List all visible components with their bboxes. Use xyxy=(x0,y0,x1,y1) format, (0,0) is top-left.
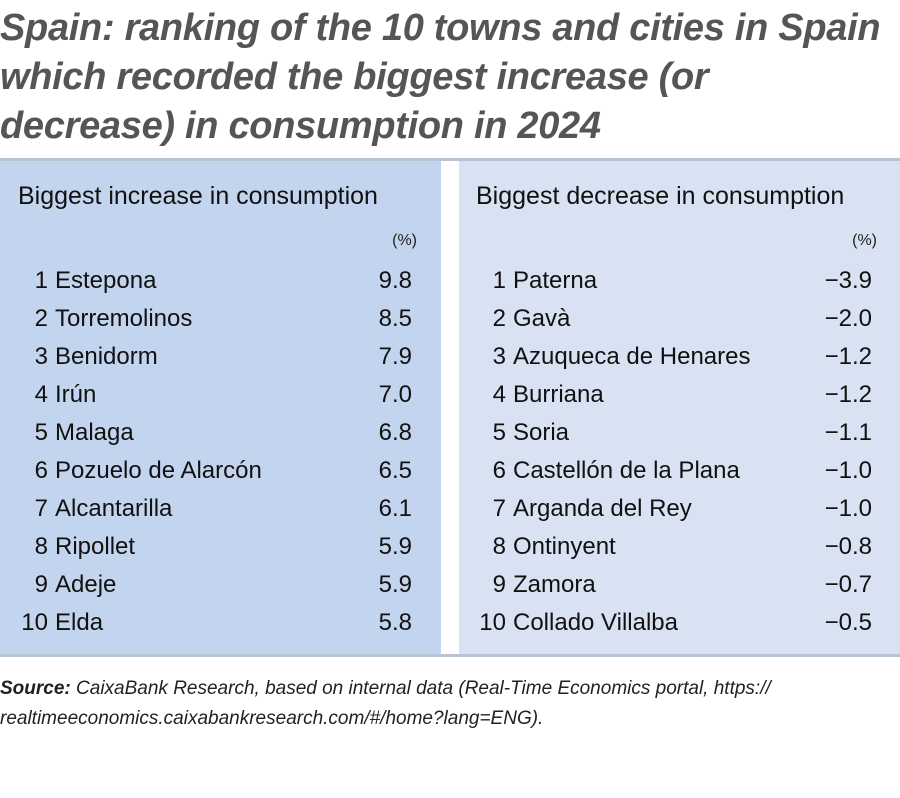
rank-number: 1 xyxy=(492,267,506,294)
change-value: −0.7 xyxy=(824,571,872,598)
town-name: Malaga xyxy=(55,419,134,446)
rank-number: 10 xyxy=(21,609,48,636)
increase-row: 2 Torremolinos 8.5 xyxy=(0,300,441,338)
increase-unit-label: (%) xyxy=(392,232,417,249)
decrease-unit-label: (%) xyxy=(852,232,877,249)
rank-number: 3 xyxy=(492,343,506,370)
change-value: 7.0 xyxy=(378,381,412,408)
increase-list: 1 Estepona 9.8 2 Torremolinos 8.5 3 Benidorm 7.9… xyxy=(0,262,441,642)
increase-heading: Biggest increase in consumption xyxy=(18,182,378,210)
decrease-row: 9 Zamora −0.7 xyxy=(459,566,900,604)
change-value: −1.2 xyxy=(824,381,872,408)
change-value: 6.5 xyxy=(378,457,412,484)
rank-number: 7 xyxy=(34,495,48,522)
rank-number: 6 xyxy=(34,457,48,484)
increase-row: 6 Pozuelo de Alarcón 6.5 xyxy=(0,452,441,490)
town-name: Paterna xyxy=(513,267,598,294)
source-text: CaixaBank Research, based on internal da… xyxy=(0,678,771,729)
rank-number: 2 xyxy=(492,305,506,332)
town-name: Soria xyxy=(513,419,570,446)
increase-panel: Biggest increase in consumption (%) 1 Est… xyxy=(0,161,441,654)
decrease-list: 1 Paterna −3.9 2 Gavà −2.0 3 Azuqueca de Henare… xyxy=(459,262,900,642)
change-value: −0.8 xyxy=(824,533,872,560)
town-name: Zamora xyxy=(513,571,596,598)
decrease-row: 1 Paterna −3.9 xyxy=(459,262,900,300)
decrease-row: 7 Arganda del Rey −1.0 xyxy=(459,490,900,528)
change-value: −2.0 xyxy=(824,305,872,332)
rank-number: 3 xyxy=(34,343,48,370)
change-value: 6.1 xyxy=(378,495,412,522)
town-name: Castellón de la Plana xyxy=(513,457,740,484)
town-name: Adeje xyxy=(55,571,117,598)
rank-number: 9 xyxy=(34,571,48,598)
town-name: Pozuelo de Alarcón xyxy=(55,457,262,484)
change-value: 5.8 xyxy=(378,609,412,636)
rank-number: 10 xyxy=(479,609,506,636)
rank-number: 4 xyxy=(492,381,506,408)
town-name: Gavà xyxy=(513,305,571,332)
increase-row: 8 Ripollet 5.9 xyxy=(0,528,441,566)
town-name: Collado Villalba xyxy=(513,609,678,636)
decrease-heading: Biggest decrease in consumption xyxy=(476,182,845,210)
source-label: Source: xyxy=(0,678,71,699)
decrease-row: 8 Ontinyent −0.8 xyxy=(459,528,900,566)
town-name: Torremolinos xyxy=(55,305,193,332)
town-name: Benidorm xyxy=(55,343,158,370)
change-value: 7.9 xyxy=(378,343,412,370)
rank-number: 8 xyxy=(34,533,48,560)
town-name: Burriana xyxy=(513,381,604,408)
decrease-row: 6 Castellón de la Plana −1.0 xyxy=(459,452,900,490)
town-name: Irún xyxy=(55,381,97,408)
change-value: −1.0 xyxy=(824,495,872,522)
rank-number: 5 xyxy=(34,419,48,446)
change-value: −1.1 xyxy=(824,419,872,446)
decrease-panel: Biggest decrease in consumption (%) 1 Pat… xyxy=(459,161,900,654)
increase-row: 5 Malaga 6.8 xyxy=(0,414,441,452)
town-name: Ripollet xyxy=(55,533,136,560)
increase-row: 1 Estepona 9.8 xyxy=(0,262,441,300)
increase-row: 9 Adeje 5.9 xyxy=(0,566,441,604)
town-name: Alcantarilla xyxy=(55,495,173,522)
change-value: 6.8 xyxy=(378,419,412,446)
town-name: Elda xyxy=(55,609,104,636)
town-name: Azuqueca de Henares xyxy=(513,343,751,370)
change-value: 5.9 xyxy=(378,533,412,560)
decrease-row: 5 Soria −1.1 xyxy=(459,414,900,452)
decrease-row: 10 Collado Villalba −0.5 xyxy=(459,604,900,642)
increase-row: 3 Benidorm 7.9 xyxy=(0,338,441,376)
bottom-divider xyxy=(0,654,900,657)
rank-number: 6 xyxy=(492,457,506,484)
change-value: 8.5 xyxy=(378,305,412,332)
decrease-row: 4 Burriana −1.2 xyxy=(459,376,900,414)
change-value: −0.5 xyxy=(824,609,872,636)
increase-row: 4 Irún 7.0 xyxy=(0,376,441,414)
town-name: Ontinyent xyxy=(513,533,616,560)
decrease-row: 2 Gavà −2.0 xyxy=(459,300,900,338)
town-name: Arganda del Rey xyxy=(513,495,692,522)
rank-number: 2 xyxy=(34,305,48,332)
chart-title: Spain: ranking of the 10 towns and citie… xyxy=(0,7,881,147)
rank-number: 1 xyxy=(34,267,48,294)
rank-number: 8 xyxy=(492,533,506,560)
town-name: Estepona xyxy=(55,267,157,294)
change-value: 5.9 xyxy=(378,571,412,598)
change-value: −1.0 xyxy=(824,457,872,484)
top-divider xyxy=(0,158,900,161)
change-value: 9.8 xyxy=(378,267,412,294)
decrease-row: 3 Azuqueca de Henares −1.2 xyxy=(459,338,900,376)
increase-row: 7 Alcantarilla 6.1 xyxy=(0,490,441,528)
change-value: −3.9 xyxy=(824,267,872,294)
increase-row: 10 Elda 5.8 xyxy=(0,604,441,642)
rank-number: 5 xyxy=(492,419,506,446)
rank-number: 4 xyxy=(34,381,48,408)
rank-number: 9 xyxy=(492,571,506,598)
change-value: −1.2 xyxy=(824,343,872,370)
rank-number: 7 xyxy=(492,495,506,522)
source-note: Source: CaixaBank Research, based on int… xyxy=(0,674,890,734)
